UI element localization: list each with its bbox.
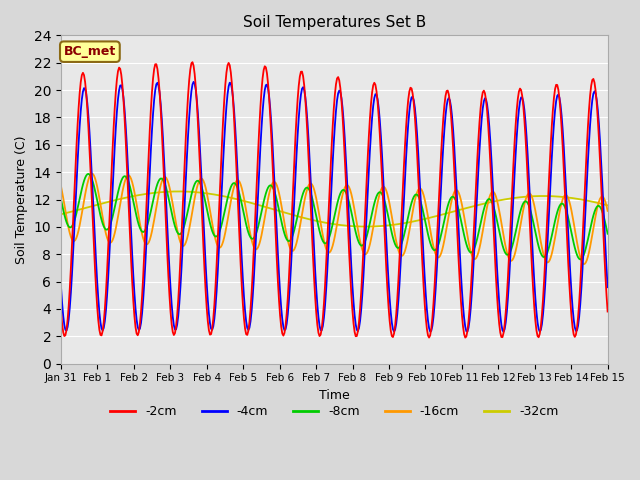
Line: -8cm: -8cm bbox=[61, 174, 607, 259]
-16cm bbox=[383, 192, 391, 197]
-8cm bbox=[318, 236, 326, 241]
-2cm bbox=[189, 60, 196, 65]
-8cm bbox=[506, 249, 514, 255]
-8cm bbox=[593, 204, 600, 210]
Line: -2cm: -2cm bbox=[61, 62, 607, 337]
-2cm bbox=[318, 326, 326, 332]
-4cm bbox=[500, 329, 508, 335]
-4cm bbox=[593, 96, 600, 102]
-2cm bbox=[354, 328, 362, 334]
-8cm bbox=[321, 240, 329, 246]
-4cm bbox=[189, 79, 197, 85]
-16cm bbox=[354, 227, 362, 232]
-2cm bbox=[383, 287, 391, 293]
-8cm bbox=[383, 210, 391, 216]
-4cm bbox=[318, 327, 326, 333]
-16cm bbox=[506, 257, 514, 263]
-16cm bbox=[321, 242, 329, 248]
-32cm bbox=[354, 224, 362, 229]
-16cm bbox=[88, 171, 95, 177]
-8cm bbox=[577, 256, 584, 262]
-16cm bbox=[593, 208, 600, 214]
-8cm bbox=[354, 237, 362, 243]
-4cm bbox=[604, 284, 611, 290]
Title: Soil Temperatures Set B: Soil Temperatures Set B bbox=[243, 15, 426, 30]
-8cm bbox=[604, 231, 611, 237]
-16cm bbox=[604, 208, 611, 214]
-32cm bbox=[385, 223, 392, 228]
-32cm bbox=[321, 220, 329, 226]
-2cm bbox=[461, 335, 469, 340]
-2cm bbox=[508, 207, 515, 213]
-32cm bbox=[318, 219, 326, 225]
-32cm bbox=[508, 195, 515, 201]
X-axis label: Time: Time bbox=[319, 389, 349, 402]
Legend: -2cm, -4cm, -8cm, -16cm, -32cm: -2cm, -4cm, -8cm, -16cm, -32cm bbox=[105, 400, 563, 423]
-2cm bbox=[593, 100, 600, 106]
Line: -4cm: -4cm bbox=[61, 82, 607, 332]
-4cm bbox=[321, 303, 329, 309]
-8cm bbox=[57, 197, 65, 203]
-4cm bbox=[354, 328, 362, 334]
-32cm bbox=[604, 203, 611, 208]
-32cm bbox=[57, 211, 65, 217]
Y-axis label: Soil Temperature (C): Soil Temperature (C) bbox=[15, 135, 28, 264]
-32cm bbox=[174, 189, 182, 194]
-16cm bbox=[580, 261, 588, 267]
Line: -16cm: -16cm bbox=[61, 174, 607, 264]
Text: BC_met: BC_met bbox=[64, 45, 116, 58]
-2cm bbox=[604, 309, 611, 314]
-16cm bbox=[57, 183, 65, 189]
-4cm bbox=[383, 259, 391, 265]
-32cm bbox=[362, 224, 369, 229]
-8cm bbox=[84, 171, 92, 177]
-4cm bbox=[57, 284, 65, 290]
-4cm bbox=[508, 238, 515, 243]
-2cm bbox=[57, 309, 65, 314]
-2cm bbox=[321, 283, 329, 289]
-16cm bbox=[318, 227, 326, 232]
-32cm bbox=[593, 200, 600, 205]
Line: -32cm: -32cm bbox=[61, 192, 607, 227]
